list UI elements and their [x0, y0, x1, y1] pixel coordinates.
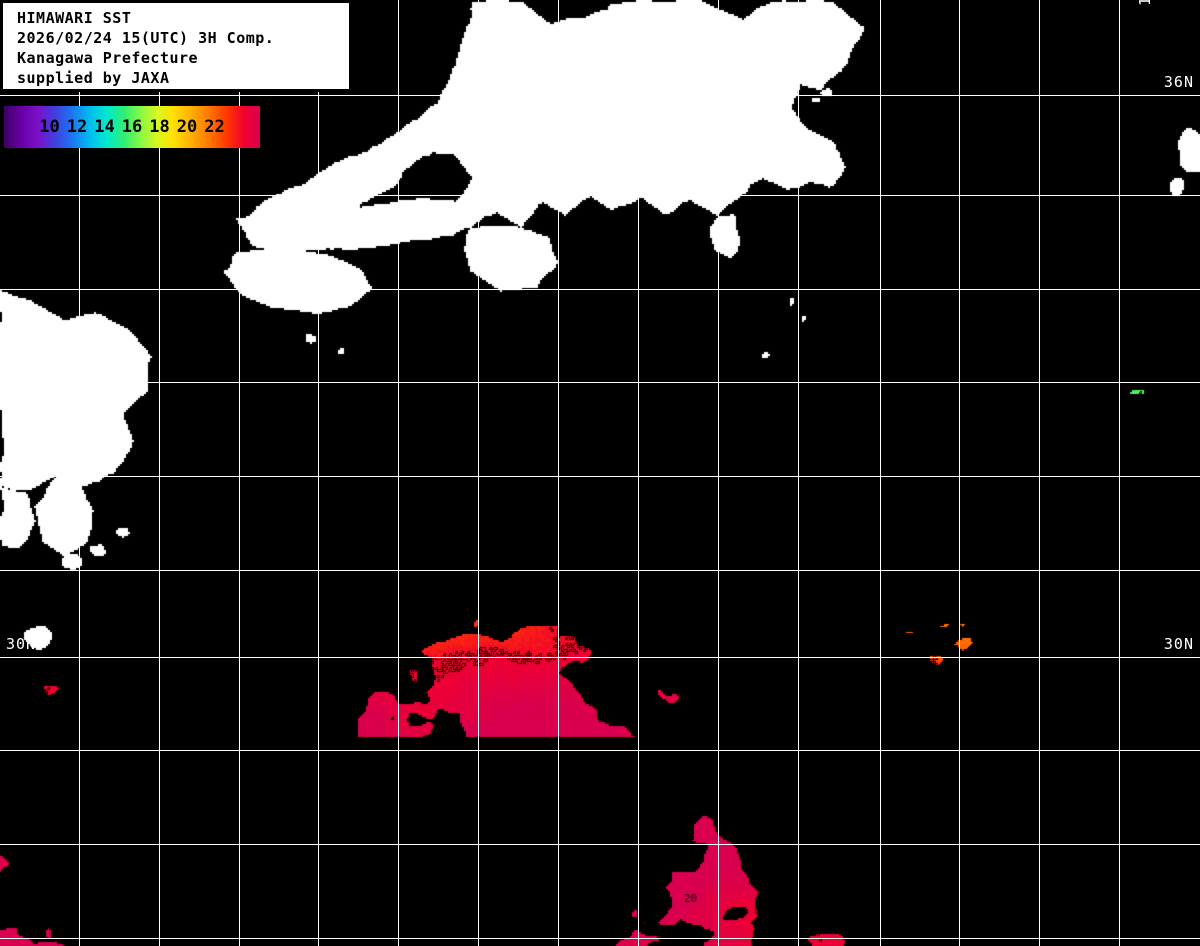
colorbar-tick-labels: 10 12 14 16 18 20 22 — [4, 106, 260, 148]
colorbar-tick-16: 16 — [121, 116, 143, 137]
colorbar-gradient — [4, 106, 260, 148]
colorbar-tick-20: 20 — [176, 116, 198, 137]
colorbar-tick-12: 12 — [66, 116, 88, 137]
colorbar-tick-18: 18 — [149, 116, 170, 137]
product-title: HIMAWARI SST — [17, 9, 132, 27]
colorbar-tick-10: 10 — [39, 116, 60, 137]
colorbar-tick-22: 22 — [204, 116, 225, 137]
product-supplier: supplied by JAXA — [17, 69, 170, 87]
title-panel: HIMAWARI SST 2026/02/24 15(UTC) 3H Comp.… — [0, 0, 352, 92]
colorbar-tick-14: 14 — [94, 116, 115, 137]
product-organization: Kanagawa Prefecture — [17, 49, 199, 67]
product-datetime: 2026/02/24 15(UTC) 3H Comp. — [17, 29, 275, 47]
temperature-colorbar: 10 12 14 16 18 20 22 — [4, 106, 260, 148]
